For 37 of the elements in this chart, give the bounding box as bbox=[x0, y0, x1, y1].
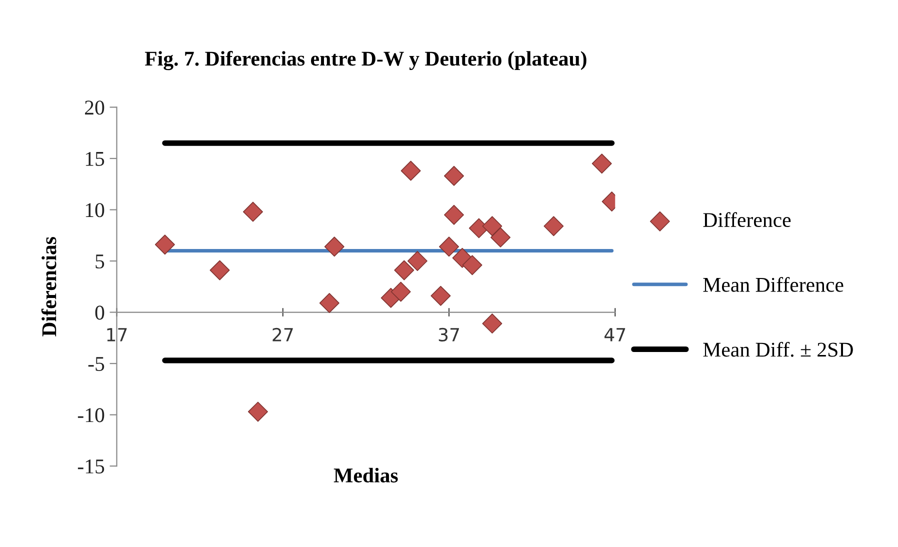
legend-label: Mean Diff. ± 2SD bbox=[703, 342, 853, 357]
point bbox=[324, 236, 344, 257]
y-axis-title: Diferencias bbox=[41, 236, 56, 336]
point bbox=[430, 286, 451, 306]
point bbox=[319, 293, 340, 314]
point bbox=[394, 260, 414, 280]
x-tick-label: 37 bbox=[438, 328, 459, 342]
x-tick-label: 47 bbox=[604, 328, 626, 342]
point bbox=[439, 236, 459, 257]
point bbox=[400, 160, 421, 181]
y-tick-label: -5 bbox=[88, 357, 104, 371]
legend-label: Difference bbox=[703, 212, 791, 228]
y-tick-label: 0 bbox=[95, 306, 104, 320]
point bbox=[390, 282, 411, 302]
x-axis-title: Medias bbox=[334, 468, 398, 482]
point bbox=[248, 402, 268, 422]
y-tick-label: -15 bbox=[78, 460, 104, 474]
point bbox=[490, 227, 510, 248]
point bbox=[444, 204, 464, 225]
y-tick-label: 10 bbox=[86, 203, 104, 218]
point bbox=[482, 314, 502, 334]
point bbox=[544, 216, 564, 236]
chart-title: Fig. 7. Diferencias entre D-W y Deuterio (plateau) bbox=[144, 50, 586, 70]
point bbox=[242, 202, 263, 222]
y-tick-label: 20 bbox=[85, 100, 104, 115]
point bbox=[407, 251, 428, 271]
point bbox=[444, 166, 464, 186]
point bbox=[592, 154, 612, 174]
point bbox=[482, 216, 502, 236]
point bbox=[154, 234, 175, 255]
point bbox=[462, 255, 482, 276]
legend-label: Mean Difference bbox=[703, 277, 844, 292]
x-tick-label: 27 bbox=[272, 328, 293, 342]
y-tick-label: 5 bbox=[96, 254, 104, 268]
point bbox=[210, 260, 230, 280]
y-tick-label: -10 bbox=[78, 408, 104, 422]
y-tick-label: 15 bbox=[86, 152, 104, 166]
